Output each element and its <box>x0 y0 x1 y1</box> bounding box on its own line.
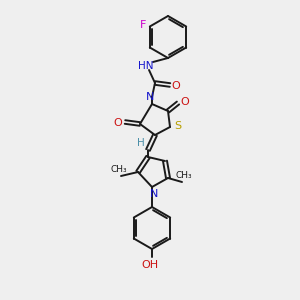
Text: F: F <box>140 20 146 31</box>
Text: HN: HN <box>138 61 154 71</box>
Text: CH₃: CH₃ <box>176 170 192 179</box>
Text: H: H <box>136 137 144 148</box>
Text: CH₃: CH₃ <box>111 164 127 173</box>
Text: O: O <box>181 97 189 107</box>
Text: S: S <box>174 121 182 131</box>
Text: N: N <box>150 189 158 199</box>
Text: OH: OH <box>141 260 159 270</box>
Text: N: N <box>146 92 154 102</box>
Text: O: O <box>114 118 122 128</box>
Text: O: O <box>172 81 180 91</box>
